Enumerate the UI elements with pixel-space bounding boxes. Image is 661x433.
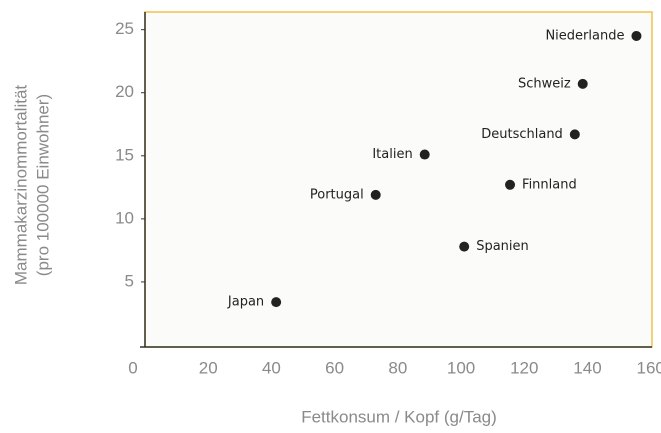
point-label: Portugal	[310, 187, 364, 202]
point	[459, 241, 470, 252]
point-label: Spanien	[476, 239, 529, 254]
x-tick-label: 20	[199, 358, 218, 377]
y-axis-title: Mammakarzinommortalität	[11, 85, 30, 286]
point	[569, 129, 580, 140]
point	[505, 179, 516, 190]
x-tick-label: 100	[447, 358, 475, 377]
point-label: Deutschland	[481, 127, 563, 142]
x-tick-label: 0	[128, 358, 137, 377]
x-tick-label: 40	[262, 358, 281, 377]
x-axis-title: Fettkonsum / Kopf (g/Tag)	[301, 407, 497, 426]
point	[577, 78, 588, 89]
point-label: Italien	[372, 147, 412, 162]
x-tick-label: 140	[573, 358, 601, 377]
x-tick-label: 80	[388, 358, 407, 377]
point	[419, 149, 430, 160]
point	[271, 297, 282, 308]
y-tick-label: 15	[115, 145, 134, 164]
point	[631, 30, 642, 41]
x-tick-label: 160	[636, 358, 661, 377]
point	[370, 189, 381, 200]
y-tick-label: 25	[115, 19, 134, 38]
point-label: Japan	[227, 295, 264, 310]
plot-area	[144, 11, 653, 348]
y-tick-label: 20	[115, 82, 134, 101]
point-label: Niederlande	[545, 28, 624, 43]
y-tick-label: 5	[125, 271, 134, 290]
point-label: Finnland	[522, 177, 577, 192]
y-axis-title: (pro 100000 Einwohner)	[33, 94, 52, 276]
y-tick-label: 10	[115, 208, 134, 227]
point-label: Schweiz	[518, 76, 571, 91]
x-tick-label: 120	[510, 358, 538, 377]
x-tick-label: 60	[325, 358, 344, 377]
